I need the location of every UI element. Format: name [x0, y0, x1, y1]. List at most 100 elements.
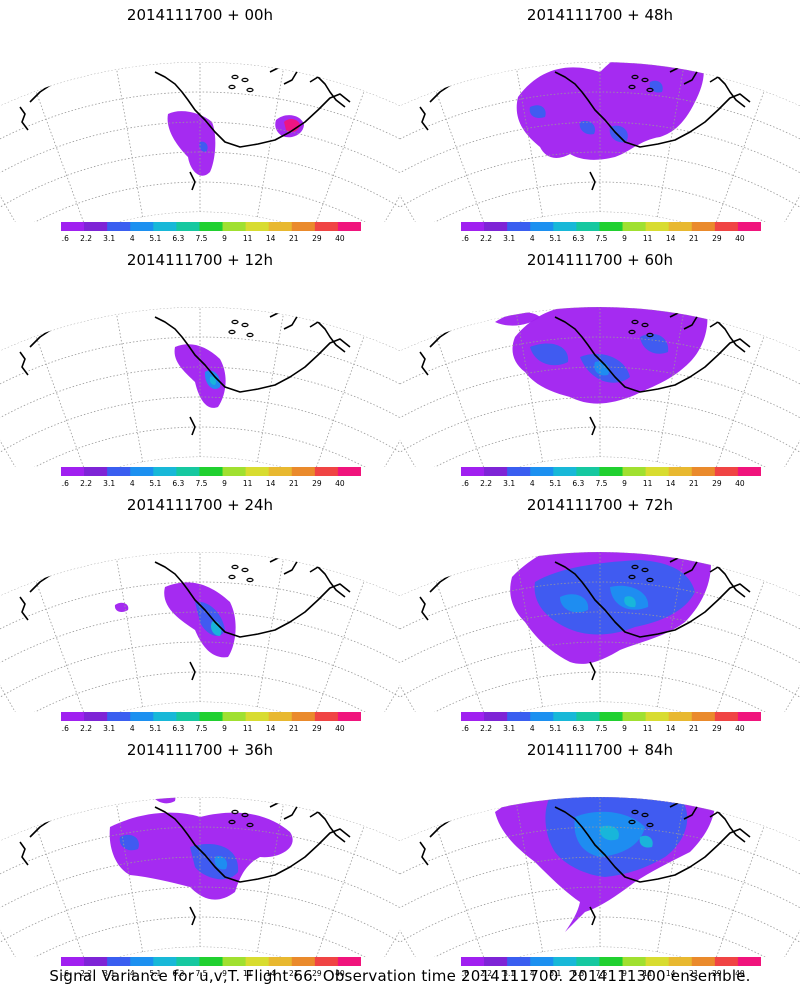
colorbar-tick-label: 29 — [712, 969, 722, 977]
variance-contour — [516, 61, 704, 160]
variance-contour — [579, 120, 596, 135]
colorbar-tick-label: 14 — [666, 724, 676, 732]
colorbar-swatch — [268, 222, 293, 231]
colorbar: 1.6 2.2 3.1 4 5.1 6.3 7.5 9 11 14 21 29 40 — [461, 222, 761, 242]
colorbar-swatch — [84, 222, 108, 231]
colorbar-tick-label: 29 — [312, 479, 322, 487]
colorbar-swatch — [61, 222, 85, 231]
colorbar-tick-label: 21 — [289, 724, 299, 732]
colorbar-tick-label: 21 — [289, 234, 299, 242]
colorbar-swatch — [599, 712, 624, 721]
panel-title: 2014111700 + 00h — [126, 6, 274, 24]
colorbar-swatch — [107, 222, 131, 231]
panel-title: 2014111700 + 84h — [526, 741, 674, 759]
colorbar-swatch — [61, 467, 85, 476]
map-panel: 2014111700 + 72h 1.6 2.2 3.1 4 5.1 6.3 7.5 9 11 14… — [400, 490, 800, 735]
colorbar-swatch — [314, 712, 339, 721]
panel-title: 2014111700 + 12h — [126, 251, 274, 269]
colorbar-swatch — [507, 712, 531, 721]
colorbar-tick-label: 29 — [712, 234, 722, 242]
colorbar-tick-label: 21 — [689, 969, 699, 977]
colorbar: 1.6 2.2 3.1 4 5.1 6.3 7.5 9 11 14 21 29 40 — [461, 712, 761, 732]
colorbar-tick-label: 40 — [335, 234, 345, 242]
colorbar-swatch — [291, 712, 316, 721]
colorbar-tick-label: 40 — [335, 724, 345, 732]
colorbar-tick-label: 7.5 — [595, 969, 607, 977]
polar-map — [400, 306, 800, 467]
colorbar-tick-label: 2.2 — [480, 969, 492, 977]
polar-map — [400, 61, 800, 222]
colorbar-swatch — [84, 712, 108, 721]
colorbar-tick-label: 6.3 — [572, 479, 584, 487]
colorbar-tick-label: 21 — [689, 234, 699, 242]
colorbar-tick-label: 3.1 — [103, 724, 115, 732]
colorbar: 1.6 2.2 3.1 4 5.1 6.3 7.5 9 11 14 21 29 40 — [461, 957, 761, 977]
colorbar-swatch — [314, 957, 339, 966]
map-panel: 2014111700 + 48h 1.6 2.2 3.1 4 5.1 6.3 7.5 9 11 14… — [400, 0, 800, 245]
colorbar-tick-label: 14 — [266, 724, 276, 732]
colorbar-tick-label: 3.1 — [503, 234, 515, 242]
colorbar-tick-label: 29 — [312, 969, 322, 977]
map-panel: 2014111700 + 84h 1.6 2.2 3.1 4 5.1 6.3 7.5 9 11 14… — [400, 735, 800, 980]
variance-contour — [209, 376, 217, 385]
colorbar-swatch — [668, 222, 693, 231]
colorbar-swatch — [691, 467, 716, 476]
colorbar-swatch — [737, 467, 761, 476]
colorbar-tick-label: 14 — [266, 479, 276, 487]
colorbar-swatch — [153, 712, 177, 721]
colorbar-swatch — [553, 712, 577, 721]
polar-map — [400, 551, 800, 712]
map-panel: 2014111700 + 24h 1.6 2.2 3.1 4 5.1 6.3 7.5 9 11 14… — [0, 490, 400, 735]
colorbar-swatch — [461, 222, 485, 231]
variance-contour — [639, 835, 653, 848]
map-panel: 2014111700 + 60h 1.6 2.2 3.1 4 5.1 6.3 7.5 9 11 14… — [400, 245, 800, 490]
colorbar-tick-label: 6.3 — [572, 234, 584, 242]
colorbar-tick-label: 21 — [689, 479, 699, 487]
colorbar-tick-label: 11 — [643, 234, 653, 242]
colorbar-swatch — [645, 467, 670, 476]
colorbar-tick-label: 6.3 — [172, 724, 184, 732]
polar-map — [0, 796, 400, 957]
variance-contour — [167, 111, 216, 176]
colorbar-swatch — [337, 467, 361, 476]
polar-map — [0, 61, 400, 222]
variance-contour — [599, 825, 619, 841]
panel-title: 2014111700 + 48h — [526, 6, 674, 24]
colorbar-swatch — [245, 467, 270, 476]
colorbar-swatch — [130, 222, 154, 231]
colorbar-tick-label: 1.6 — [461, 479, 469, 487]
colorbar-swatch — [268, 712, 293, 721]
colorbar-tick-label: 9 — [222, 969, 227, 977]
colorbar-swatch — [484, 222, 508, 231]
colorbar-tick-label: 6.3 — [572, 969, 584, 977]
colorbar-tick-label: 14 — [266, 969, 276, 977]
colorbar-tick-label: 4 — [530, 969, 535, 977]
colorbar-swatch — [668, 712, 693, 721]
colorbar-tick-label: 1.6 — [61, 234, 69, 242]
colorbar-swatch — [507, 467, 531, 476]
colorbar-tick-label: 2.2 — [80, 234, 92, 242]
colorbar-tick-label: 3.1 — [103, 969, 115, 977]
colorbar-swatch — [291, 467, 316, 476]
colorbar-tick-label: 1.6 — [461, 234, 469, 242]
colorbar-swatch — [530, 467, 554, 476]
colorbar-tick-label: 6.3 — [172, 234, 184, 242]
colorbar-tick-label: 14 — [666, 969, 676, 977]
colorbar-swatch — [337, 712, 361, 721]
colorbar-tick-label: 1.6 — [61, 969, 69, 977]
colorbar-swatch — [484, 957, 508, 966]
colorbar-tick-label: 29 — [312, 724, 322, 732]
colorbar-tick-label: 6.3 — [172, 969, 184, 977]
colorbar-tick-label: 7.5 — [195, 479, 207, 487]
colorbar-tick-label: 9 — [622, 479, 627, 487]
colorbar-swatch — [576, 222, 600, 231]
variance-contour — [199, 141, 208, 152]
colorbar-swatch — [668, 467, 693, 476]
colorbar-tick-label: 40 — [335, 479, 345, 487]
variance-contour — [529, 105, 546, 118]
colorbar-swatch — [691, 222, 716, 231]
colorbar-tick-label: 4 — [130, 724, 135, 732]
colorbar-swatch — [199, 957, 224, 966]
colorbar-tick-label: 4 — [130, 234, 135, 242]
colorbar-tick-label: 21 — [289, 969, 299, 977]
